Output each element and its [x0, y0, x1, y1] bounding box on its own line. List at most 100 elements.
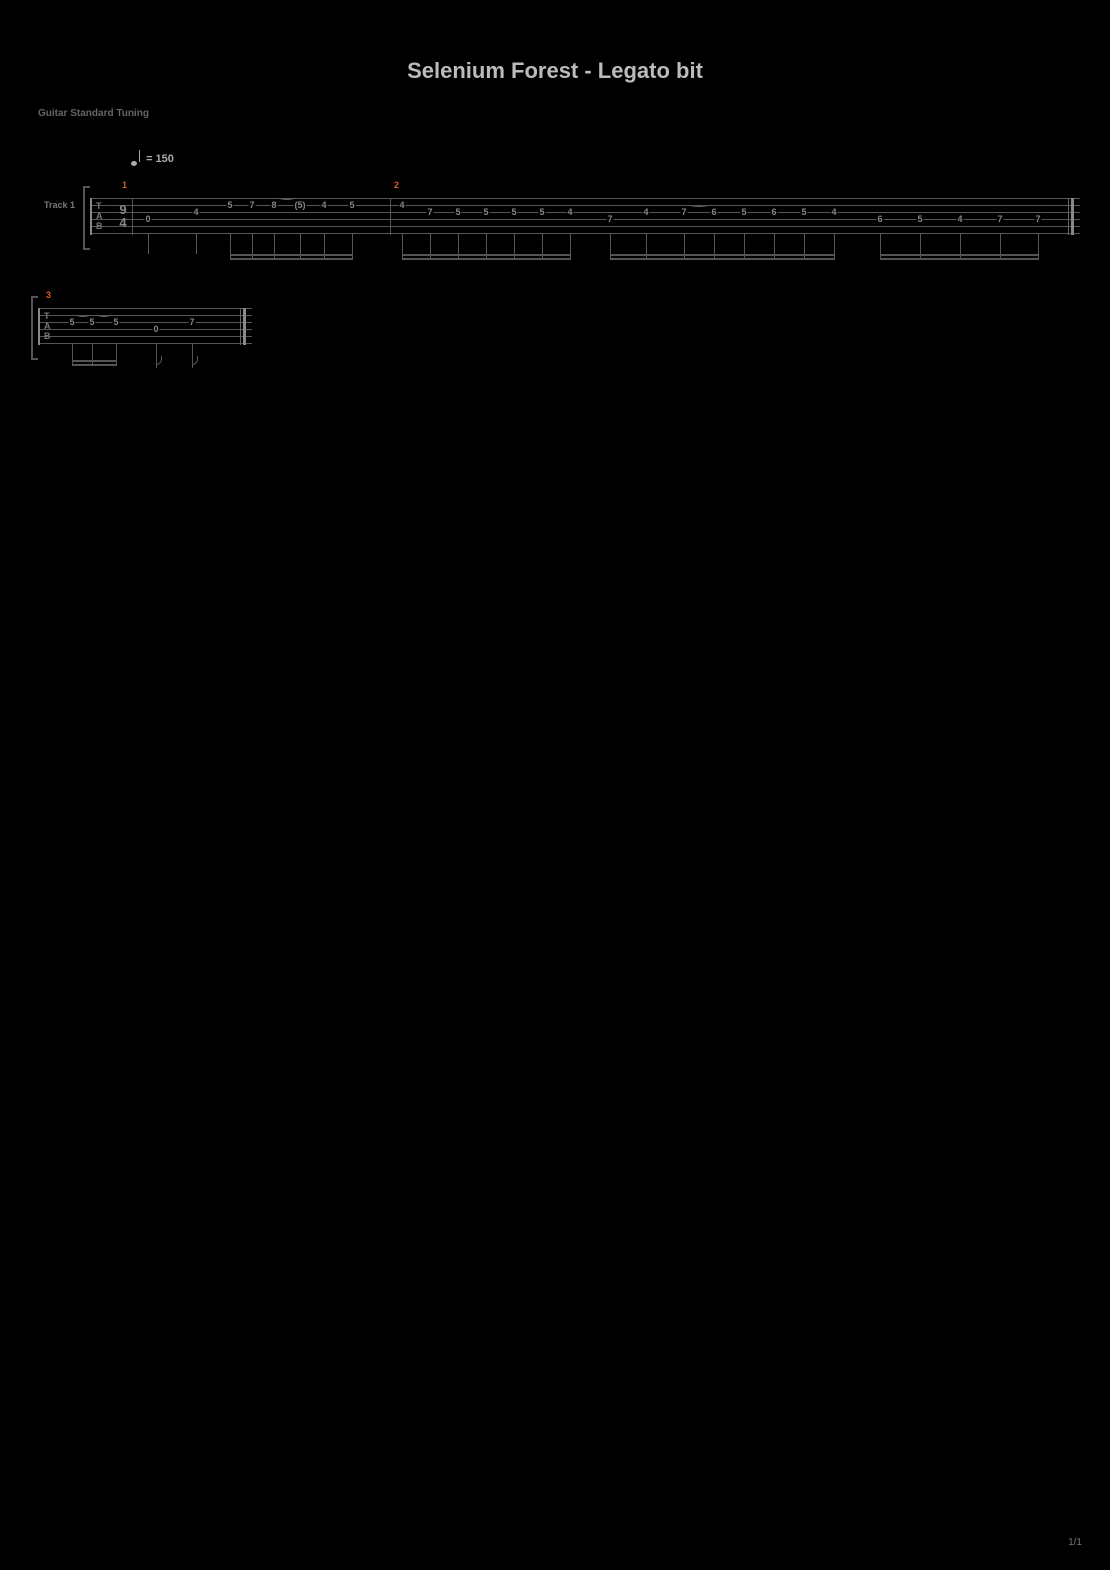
note-stem	[458, 234, 459, 260]
note-stem	[352, 234, 353, 260]
staff-line	[90, 198, 1080, 199]
page: Selenium Forest - Legato bit Guitar Stan…	[0, 0, 1110, 1570]
fret-number: 5	[538, 207, 545, 217]
note-stem	[646, 234, 647, 260]
staff-line	[38, 336, 252, 337]
note-stem	[920, 234, 921, 260]
fret-number: 4	[192, 207, 199, 217]
fret-number: 7	[606, 214, 613, 224]
note-stem	[252, 234, 253, 260]
beam	[610, 258, 835, 260]
timesig-den: 4	[116, 216, 130, 229]
fret-number: 5	[88, 317, 95, 327]
note-stem	[834, 234, 835, 260]
final-barline	[240, 308, 246, 345]
fret-number: 7	[248, 200, 255, 210]
fret-number: 5	[226, 200, 233, 210]
tab-clef: TAB	[96, 201, 104, 231]
fret-number: 4	[956, 214, 963, 224]
fret-number: 7	[1034, 214, 1041, 224]
staff-line	[90, 233, 1080, 234]
note-stem	[324, 234, 325, 260]
note-stem	[684, 234, 685, 260]
bar-number: 3	[46, 290, 51, 300]
fret-number: 5	[348, 200, 355, 210]
fret-number: 7	[996, 214, 1003, 224]
barline	[390, 198, 391, 235]
note-flag	[156, 356, 162, 365]
note-stem	[610, 234, 611, 260]
tie	[96, 312, 112, 317]
tab-clef: TAB	[44, 311, 52, 341]
note-stem	[72, 344, 73, 366]
beam	[880, 254, 1039, 256]
fret-number: 4	[566, 207, 573, 217]
staff-line	[38, 308, 252, 309]
note-stem	[486, 234, 487, 260]
time-signature: 94	[116, 203, 130, 229]
note-stem	[1000, 234, 1001, 260]
fret-number: 4	[398, 200, 405, 210]
note-stem	[92, 344, 93, 366]
fret-number: 8	[270, 200, 277, 210]
note-stem	[148, 234, 149, 254]
quarter-note-icon	[132, 152, 140, 166]
tempo-marking: = 150	[132, 152, 174, 166]
note-stem	[116, 344, 117, 366]
staff-line	[38, 343, 252, 344]
staff-line	[90, 205, 1080, 206]
fret-number: (5)	[294, 200, 307, 210]
beam	[402, 254, 571, 256]
staff-line	[90, 226, 1080, 227]
page-number: 1/1	[1068, 1537, 1082, 1548]
beam	[230, 254, 353, 256]
barline	[132, 198, 133, 235]
fret-number: 4	[830, 207, 837, 217]
fret-number: 5	[68, 317, 75, 327]
note-stem	[196, 234, 197, 254]
note-stem	[774, 234, 775, 260]
tuning-label: Guitar Standard Tuning	[38, 108, 149, 119]
tie	[688, 202, 710, 207]
fret-number: 5	[510, 207, 517, 217]
barline	[90, 198, 92, 235]
note-stem	[960, 234, 961, 260]
fret-number: 5	[740, 207, 747, 217]
tab-staff: TAB941204578(5)4547555547476565465477	[90, 198, 1080, 234]
staff-line	[38, 315, 252, 316]
barline	[38, 308, 40, 345]
bar-number: 1	[122, 180, 127, 190]
staff-line	[90, 219, 1080, 220]
fret-number: 5	[482, 207, 489, 217]
note-stem	[230, 234, 231, 260]
fret-number: 6	[876, 214, 883, 224]
fret-number: 4	[320, 200, 327, 210]
fret-number: 4	[642, 207, 649, 217]
beam	[880, 258, 1039, 260]
note-stem	[542, 234, 543, 260]
beam	[402, 258, 571, 260]
note-flag	[192, 356, 198, 365]
staff-line	[90, 212, 1080, 213]
fret-number: 5	[800, 207, 807, 217]
beam	[230, 258, 353, 260]
fret-number: 7	[680, 207, 687, 217]
note-stem	[714, 234, 715, 260]
tempo-bpm: 150	[156, 153, 174, 165]
note-stem	[804, 234, 805, 260]
beam	[610, 254, 835, 256]
tempo-equals: =	[146, 153, 155, 165]
staff-line	[38, 329, 252, 330]
final-barline	[1068, 198, 1074, 235]
note-stem	[514, 234, 515, 260]
tab-staff: TAB355507	[38, 308, 252, 344]
fret-number: 5	[916, 214, 923, 224]
note-stem	[744, 234, 745, 260]
staff-bracket	[31, 296, 38, 360]
note-stem	[880, 234, 881, 260]
note-stem	[402, 234, 403, 260]
fret-number: 5	[454, 207, 461, 217]
note-stem	[570, 234, 571, 260]
staff-bracket	[83, 186, 90, 250]
fret-number: 0	[152, 324, 159, 334]
